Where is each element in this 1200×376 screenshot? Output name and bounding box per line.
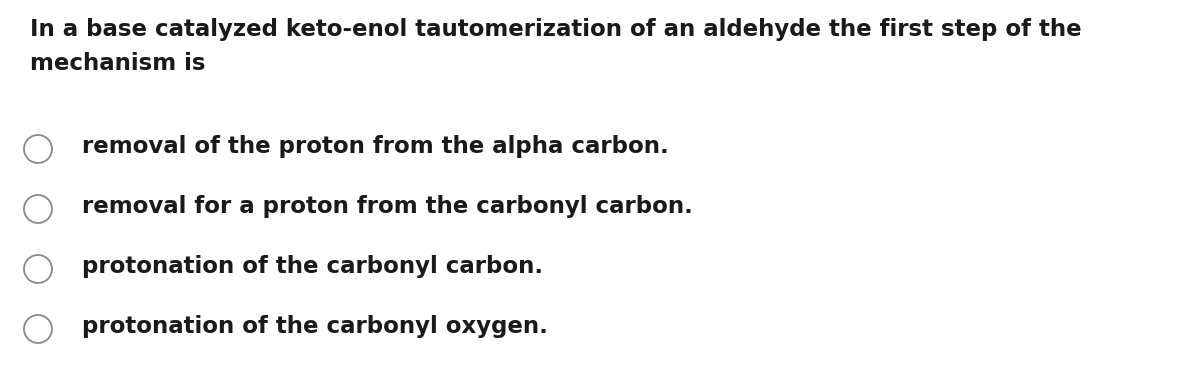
Text: In a base catalyzed keto-enol tautomerization of an aldehyde the first step of t: In a base catalyzed keto-enol tautomeriz…	[30, 18, 1081, 41]
Text: mechanism is: mechanism is	[30, 52, 205, 75]
Text: protonation of the carbonyl oxygen.: protonation of the carbonyl oxygen.	[82, 315, 548, 338]
Text: protonation of the carbonyl carbon.: protonation of the carbonyl carbon.	[82, 255, 544, 278]
Text: removal for a proton from the carbonyl carbon.: removal for a proton from the carbonyl c…	[82, 195, 692, 218]
Text: removal of the proton from the alpha carbon.: removal of the proton from the alpha car…	[82, 135, 668, 158]
